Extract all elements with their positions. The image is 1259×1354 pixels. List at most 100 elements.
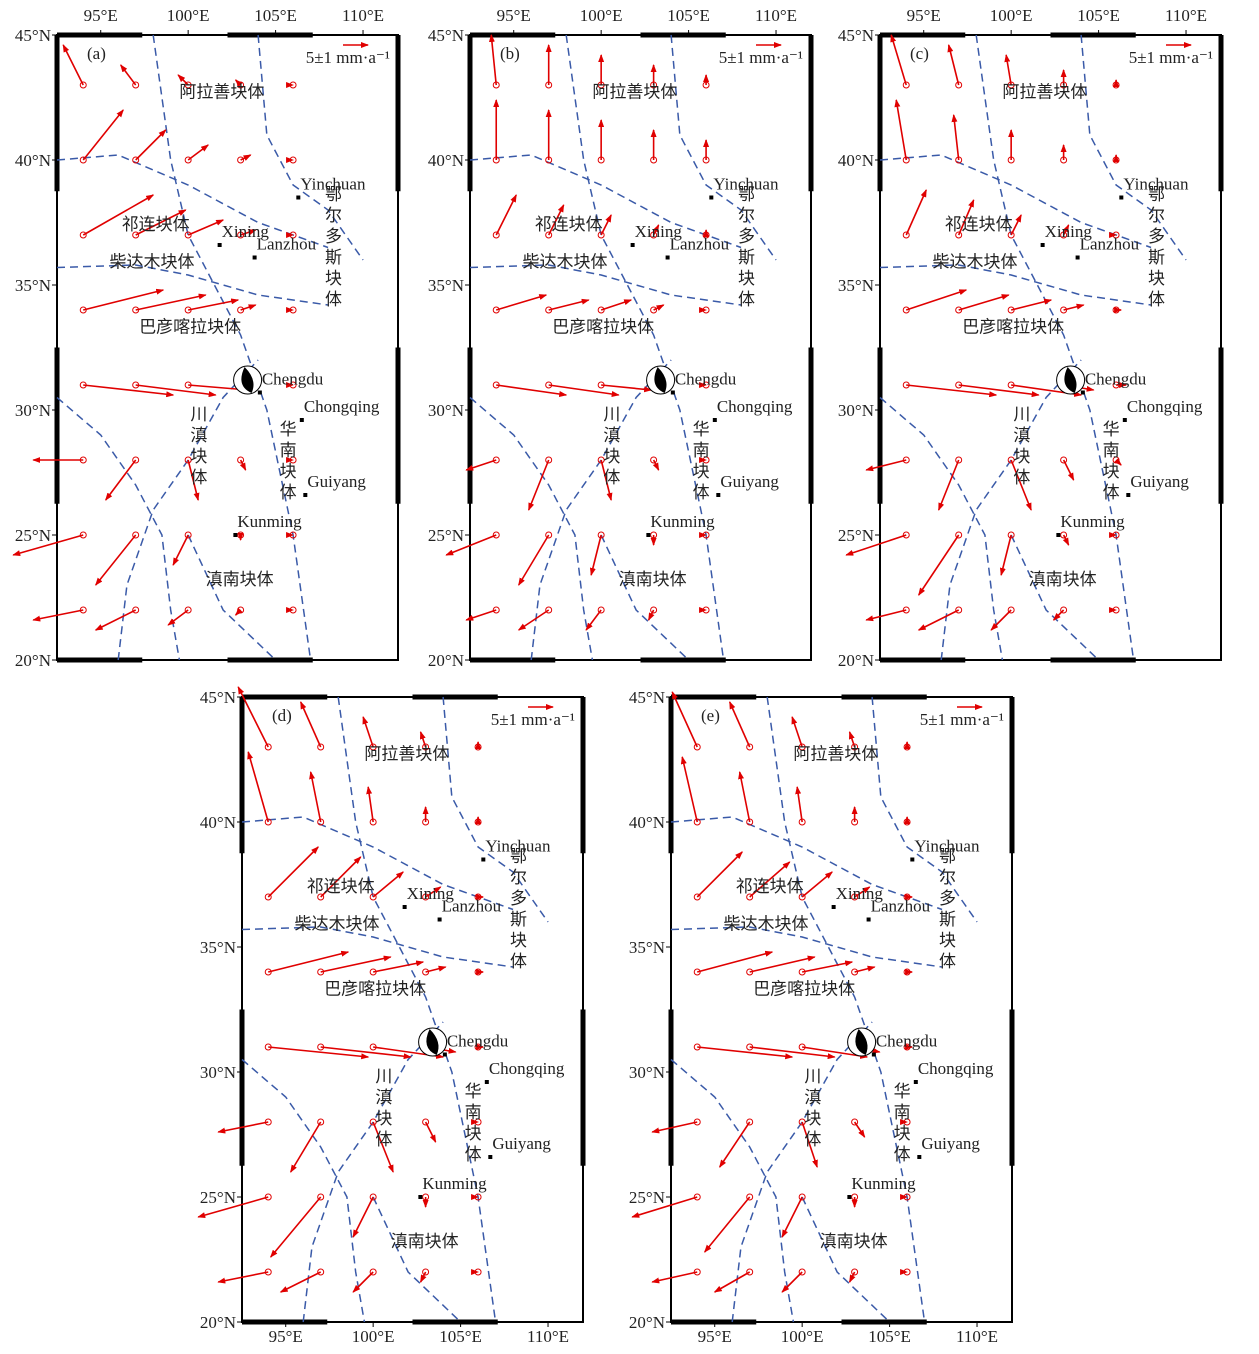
fault-line <box>241 926 514 968</box>
velocity-vector <box>601 384 653 393</box>
vector-tail <box>132 606 140 614</box>
velocity-vector <box>848 1271 856 1283</box>
city-marker <box>1119 195 1124 200</box>
city-marker <box>1126 493 1131 497</box>
fault-line <box>530 359 672 661</box>
fault-line <box>152 34 312 661</box>
velocity-vector <box>488 34 498 86</box>
velocity-vector <box>905 289 968 311</box>
city-marker <box>296 195 301 200</box>
vector-tail <box>184 81 192 89</box>
velocity-vector <box>653 304 665 311</box>
velocity-vector <box>1062 224 1070 236</box>
city-marker <box>917 1155 922 1159</box>
city-marker <box>1075 255 1080 260</box>
vector-tail <box>317 893 325 901</box>
city-label: Kunming <box>237 512 302 531</box>
vector-tail <box>317 1268 325 1276</box>
city-label: Xining <box>635 222 683 241</box>
velocity-vector <box>268 950 350 973</box>
panel-label: (b) <box>500 44 520 63</box>
velocity-vector <box>366 786 374 823</box>
city-marker <box>712 418 717 422</box>
velocity-vector <box>905 189 927 236</box>
lat-tick-label: 40°N <box>200 813 236 832</box>
city-label: Kunming <box>1060 512 1125 531</box>
fault-line <box>56 396 181 661</box>
lat-tick-label: 20°N <box>15 651 51 670</box>
region-label: 鄂尔多斯块体 <box>1145 185 1165 311</box>
region-label: 鄂尔多斯块体 <box>735 185 755 311</box>
vector-tail <box>851 743 859 751</box>
velocity-vector <box>240 154 252 161</box>
velocity-vector <box>32 609 84 622</box>
velocity-vector <box>105 459 137 501</box>
map-frame <box>879 34 1222 661</box>
vector-tail <box>902 81 910 89</box>
region-label: 华南块体 <box>891 1082 911 1166</box>
velocity-vector <box>728 701 751 748</box>
fault-line <box>670 816 943 911</box>
velocity-vector <box>270 1196 322 1258</box>
region-label: 巴彦喀拉块体 <box>139 318 241 337</box>
velocity-vector <box>465 609 497 621</box>
region-label: 祁连块体 <box>945 215 1013 234</box>
region-label: 巴彦喀拉块体 <box>962 318 1064 337</box>
velocity-vector <box>217 1271 269 1284</box>
region-label: 川滇块体 <box>600 405 620 489</box>
velocity-vector <box>518 534 550 586</box>
vector-tail <box>702 531 710 539</box>
velocity-vector <box>237 686 269 748</box>
lon-tick-label: 105°E <box>439 1327 482 1346</box>
velocity-vector <box>600 299 633 311</box>
lat-tick-label: 35°N <box>629 938 665 957</box>
velocity-vector <box>917 609 960 631</box>
lat-tick-label: 20°N <box>629 1313 665 1332</box>
vector-tail <box>132 456 140 464</box>
vector-tail <box>851 1118 859 1126</box>
velocity-vector <box>247 751 269 823</box>
lon-tick-label: 105°E <box>667 6 710 25</box>
city-label: Chengdu <box>262 370 324 389</box>
lon-tick-label: 95°E <box>907 6 941 25</box>
vector-tail <box>492 231 500 239</box>
vector-tail <box>851 893 859 901</box>
lat-tick-label: 40°N <box>15 151 51 170</box>
city-marker <box>847 1195 852 1199</box>
region-label: 柴达木块体 <box>294 915 379 934</box>
vector-tail <box>317 1118 325 1126</box>
velocity-vector <box>865 459 907 472</box>
region-label: 川滇块体 <box>372 1067 392 1151</box>
velocity-vector <box>83 288 165 311</box>
region-label: 滇南块体 <box>820 1232 888 1251</box>
city-marker <box>670 390 675 395</box>
region-label: 巴彦喀拉块体 <box>753 980 855 999</box>
fault-line <box>801 1196 891 1323</box>
lon-tick-label: 110°E <box>1165 6 1207 25</box>
velocity-vector <box>548 384 620 397</box>
city-label: Chongqing <box>489 1059 565 1078</box>
fault-line <box>879 396 1004 661</box>
region-label: 阿拉善块体 <box>793 745 878 764</box>
velocity-vector <box>651 1121 698 1134</box>
city-marker <box>299 418 304 422</box>
focal-mechanism-fill <box>855 1029 868 1055</box>
vector-tail <box>702 606 710 614</box>
fault-line <box>879 154 1152 249</box>
region-label: 柴达木块体 <box>932 253 1017 272</box>
lon-tick-label: 95°E <box>497 6 531 25</box>
vector-tail <box>746 1268 754 1276</box>
velocity-vector <box>865 609 907 622</box>
velocity-vector <box>267 846 319 898</box>
map-panel: 95°E 100°E 105°E 110°E 20°N 25°N 30°N 35°N 40°N 4… <box>428 6 814 670</box>
lon-tick-label: 95°E <box>698 1327 732 1346</box>
velocity-vector <box>279 1271 322 1293</box>
fault-line <box>670 34 777 261</box>
velocity-vector <box>958 384 1040 398</box>
velocity-vector <box>845 534 907 556</box>
region-label: 鄂尔多斯块体 <box>936 847 956 973</box>
fault-line <box>871 696 978 923</box>
region-label: 滇南块体 <box>391 1232 459 1251</box>
velocity-vector <box>738 771 751 823</box>
